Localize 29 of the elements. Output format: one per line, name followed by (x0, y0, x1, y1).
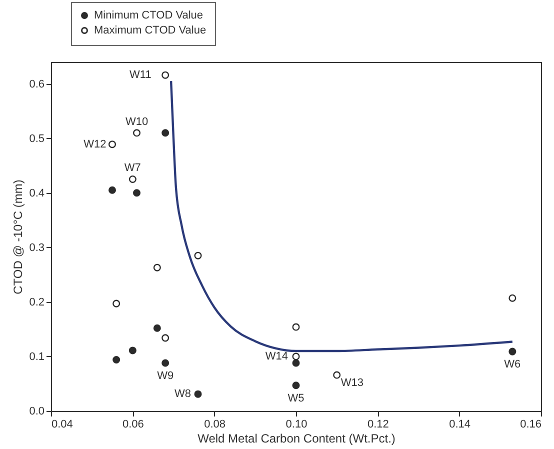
x-axis-title: Weld Metal Carbon Content (Wt.Pct.) (198, 432, 396, 446)
annotation: W13 (340, 377, 364, 390)
y-tick-label: 0.4 (29, 187, 44, 200)
line-series (170, 80, 514, 352)
annotation: W14 (265, 350, 288, 362)
x-tick-label: 0.14 (449, 418, 471, 430)
y-tick-label: 0.6 (29, 78, 44, 90)
y-tick-label: 0.5 (29, 132, 44, 145)
x-tick-label: 0.08 (204, 418, 226, 430)
annotation: W10 (125, 116, 148, 128)
y-tick-label: 0.2 (29, 296, 44, 308)
x-tick-label: 0.04 (52, 418, 73, 430)
x-tick-label: 0.06 (122, 418, 144, 430)
annotation: W12 (84, 138, 106, 150)
y-axis-title: CTOD @ -10°C (mm) (11, 180, 26, 294)
x-tick-label: 0.16 (520, 418, 542, 430)
annotation: W6 (504, 358, 521, 371)
y-tick-label: 0.1 (29, 350, 44, 363)
legend-label: Maximum CTOD Value (94, 24, 206, 36)
y-tick-label: 0.3 (29, 242, 44, 254)
x-tick-label: 0.10 (286, 418, 308, 430)
x-tick-label: 0.12 (367, 418, 389, 430)
annotation: W9 (157, 370, 174, 382)
annotation: W7 (124, 162, 141, 174)
legend-label: Minimum CTOD Value (94, 10, 204, 22)
annotation: W11 (130, 69, 152, 82)
annotation: W8 (174, 388, 191, 400)
y-tick-label: 0.0 (29, 406, 44, 418)
annotation: W5 (288, 392, 304, 404)
